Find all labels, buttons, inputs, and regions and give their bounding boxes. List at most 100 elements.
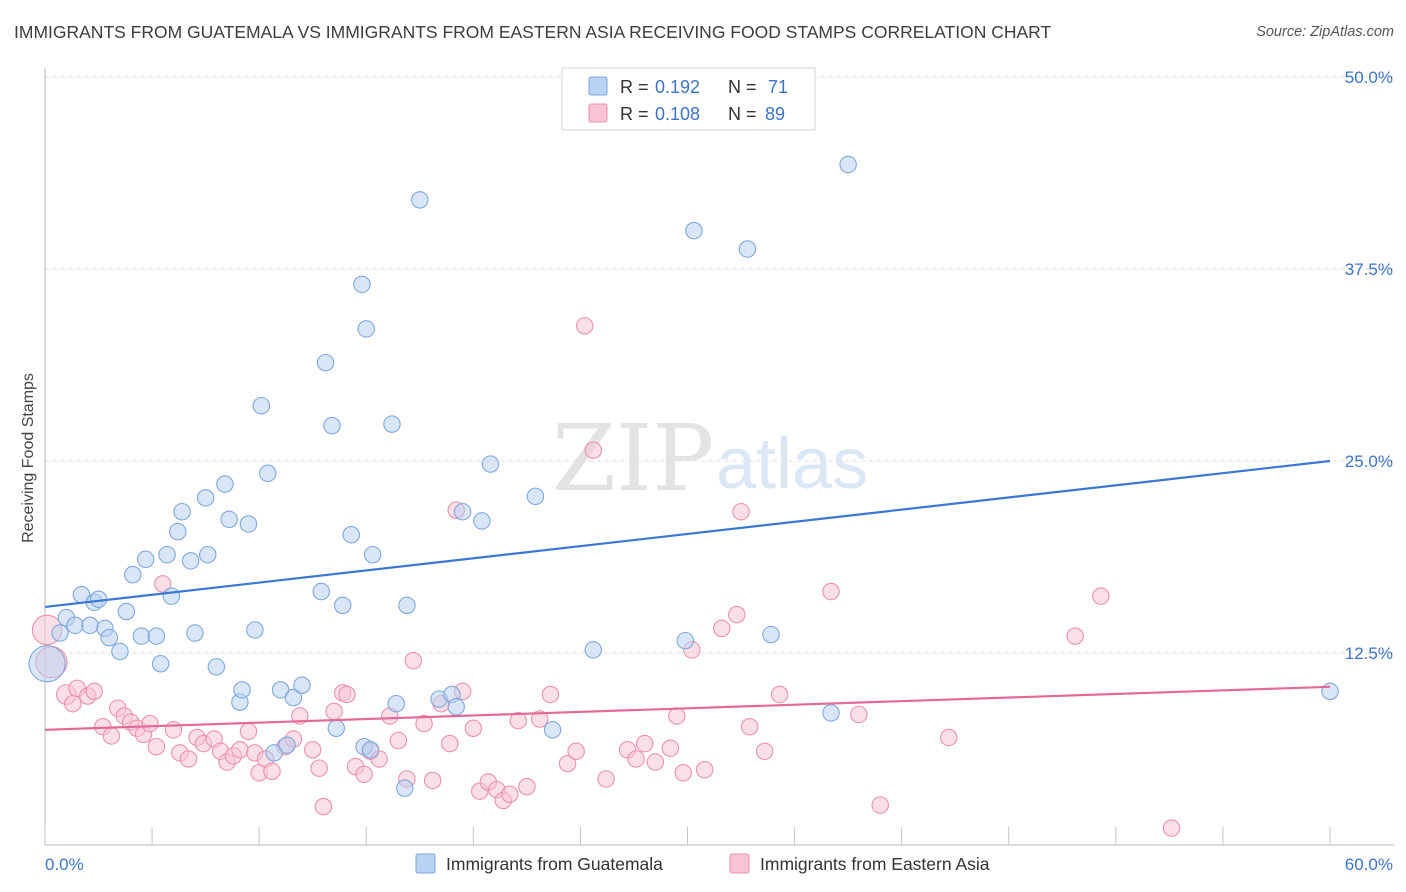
guatemala-point-10 — [111, 642, 129, 661]
eastern-asia-point-19 — [179, 750, 198, 768]
guatemala-point-69 — [839, 155, 857, 174]
eastern-asia-point-91 — [1162, 819, 1181, 837]
guatemala-point-52 — [396, 779, 414, 797]
guatemala-point-58 — [453, 502, 472, 521]
trend-line-eastern-asia — [44, 685, 1331, 731]
eastern-asia-point-17 — [164, 721, 183, 739]
guatemala-point-15 — [147, 627, 166, 645]
legend-r-value-blue: 0.192 — [655, 77, 700, 97]
eastern-asia-point-68 — [584, 441, 603, 459]
guatemala-point-23 — [196, 489, 215, 507]
guatemala-point-24 — [199, 545, 217, 564]
guatemala-point-68 — [822, 704, 840, 722]
guatemala-point-32 — [252, 396, 271, 415]
legend-r-label-pink: R = — [620, 104, 649, 124]
grid-lines — [45, 76, 1394, 654]
guatemala-point-16 — [151, 655, 170, 673]
eastern-asia-point-8 — [102, 727, 121, 745]
eastern-asia-point-35 — [303, 741, 322, 759]
eastern-asia-point-63 — [530, 710, 549, 728]
x-tick-label-min: 0.0% — [45, 855, 84, 874]
guatemala-point-59 — [473, 512, 491, 530]
guatemala-point-29 — [233, 681, 251, 699]
guatemala-point-39 — [312, 582, 331, 601]
guatemala-point-45 — [353, 275, 371, 294]
guatemala-point-26 — [216, 475, 234, 493]
legend: R = 0.192 N = 71 R = 0.108 N = 89 — [561, 67, 816, 131]
eastern-asia-point-67 — [575, 317, 594, 335]
legend-r-value-pink: 0.108 — [655, 104, 700, 124]
eastern-asia-point-78 — [695, 760, 714, 779]
guatemala-point-1 — [51, 624, 69, 642]
guatemala-point-14 — [136, 550, 155, 569]
series-guatemala-points — [28, 155, 1339, 797]
guatemala-point-51 — [387, 694, 405, 713]
bottom-legend-swatch-blue — [415, 853, 436, 874]
eastern-asia-point-76 — [674, 764, 692, 782]
guatemala-point-65 — [685, 221, 703, 240]
eastern-asia-point-40 — [338, 685, 356, 704]
guatemala-point-40 — [316, 353, 335, 372]
guatemala-point-54 — [411, 191, 429, 209]
legend-n-value-pink: 89 — [765, 104, 785, 124]
eastern-asia-point-84 — [770, 685, 789, 704]
eastern-asia-point-85 — [822, 582, 840, 601]
eastern-asia-point-37 — [314, 797, 333, 816]
eastern-asia-point-75 — [668, 707, 686, 725]
guatemala-point-12 — [124, 565, 142, 584]
eastern-asia-point-61 — [509, 711, 528, 730]
guatemala-point-62 — [543, 721, 562, 739]
eastern-asia-point-72 — [635, 734, 654, 753]
bottom-legend-label-pink: Immigrants from Eastern Asia — [760, 854, 990, 874]
eastern-asia-point-50 — [423, 771, 442, 790]
guatemala-point-61 — [526, 487, 545, 506]
guatemala-point-38 — [293, 676, 311, 695]
guatemala-point-27 — [220, 510, 238, 529]
eastern-asia-point-52 — [441, 734, 459, 753]
guatemala-point-18 — [162, 587, 181, 605]
eastern-asia-point-14 — [141, 714, 159, 733]
watermark-atlas: atlas — [716, 424, 868, 504]
watermark-zip: ZIP — [552, 405, 714, 512]
eastern-asia-point-15 — [147, 737, 166, 756]
guatemala-point-11 — [117, 602, 136, 621]
x-tick-label-max: 60.0% — [1345, 855, 1393, 874]
y-tick-label-0: 50.0% — [1345, 68, 1393, 87]
y-axis-label: Receiving Food Stamps — [20, 373, 37, 543]
eastern-asia-point-36 — [310, 759, 328, 777]
eastern-asia-point-66 — [567, 742, 585, 761]
bottom-legend: Immigrants from Guatemala Immigrants fro… — [415, 853, 990, 874]
eastern-asia-point-83 — [755, 742, 774, 761]
series-eastern-asia-points — [31, 317, 1181, 837]
legend-swatch-blue — [588, 76, 608, 96]
eastern-asia-point-89 — [1066, 627, 1084, 645]
guatemala-point-19 — [169, 522, 187, 541]
chart-title: IMMIGRANTS FROM GUATEMALA VS IMMIGRANTS … — [14, 22, 1052, 42]
guatemala-point-36 — [278, 736, 296, 754]
eastern-asia-point-90 — [1092, 587, 1110, 605]
guatemala-point-33 — [258, 464, 277, 483]
guatemala-point-37 — [284, 688, 303, 707]
eastern-asia-point-80 — [728, 605, 746, 624]
trend-lines — [44, 459, 1331, 731]
bottom-legend-label-blue: Immigrants from Guatemala — [446, 854, 663, 874]
bottom-legend-swatch-pink — [729, 853, 750, 874]
eastern-asia-point-26 — [231, 741, 249, 759]
guatemala-point-63 — [584, 641, 603, 659]
y-tick-label-3: 12.5% — [1345, 644, 1393, 663]
eastern-asia-point-88 — [940, 728, 958, 747]
eastern-asia-point-27 — [239, 722, 258, 741]
eastern-asia-point-16 — [154, 575, 172, 593]
guatemala-point-53 — [398, 596, 416, 615]
guatemala-point-0 — [28, 645, 66, 683]
guatemala-point-17 — [158, 545, 176, 564]
legend-n-label-pink: N = — [728, 104, 757, 124]
eastern-asia-point-64 — [541, 685, 560, 704]
guatemala-point-34 — [265, 744, 283, 762]
guatemala-point-48 — [361, 741, 380, 759]
guatemala-point-66 — [738, 240, 757, 258]
guatemala-point-43 — [333, 596, 352, 615]
eastern-asia-point-79 — [713, 619, 731, 638]
guatemala-point-22 — [186, 624, 204, 642]
guatemala-point-49 — [363, 545, 382, 564]
